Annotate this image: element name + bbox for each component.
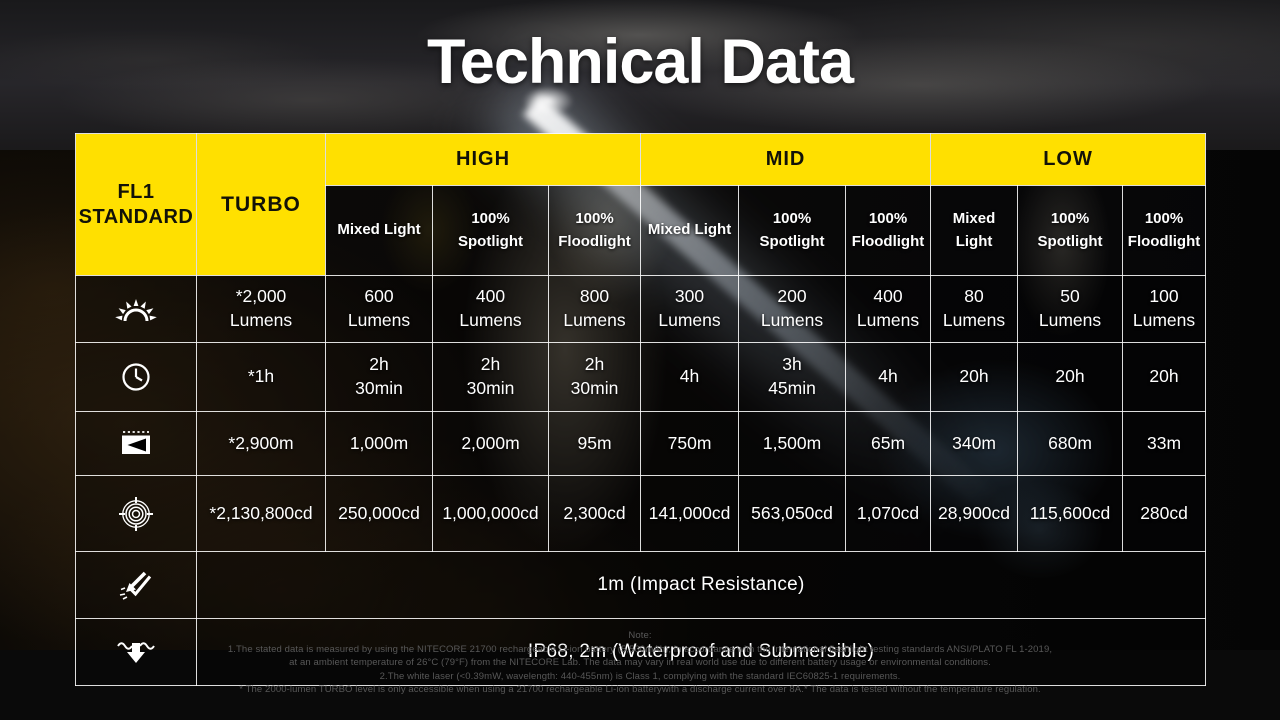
note-heading: Note: <box>628 630 652 641</box>
subheader-high-floodlight: 100% Floodlight <box>547 185 642 276</box>
impact-resistance-value: 1m (Impact Resistance) <box>195 551 1207 619</box>
cell-mid-mixed-distance: 750m <box>640 411 740 476</box>
impact-icon-cell <box>75 551 197 619</box>
cell-turbo-runtime: *1h <box>196 342 326 412</box>
group-header-row: FL1 STANDARD TURBO HIGH MID LOW <box>75 133 1207 276</box>
group-header-low: LOW <box>930 133 1207 186</box>
turbo-header: TURBO <box>196 133 326 276</box>
waterproof-icon <box>117 642 155 663</box>
subheader-high-spotlight: 100% Spotlight <box>432 185 549 276</box>
cell-low-spot-runtime: 20h <box>1017 342 1124 412</box>
cell-low-spot-intensity: 115,600cd <box>1017 475 1124 552</box>
table-row-impact: 1m (Impact Resistance) <box>75 551 1207 619</box>
cell-low-mixed-distance: 340m <box>930 411 1019 476</box>
cell-high-flood-lumens: 800 Lumens <box>547 275 642 343</box>
cell-high-mixed-distance: 1,000m <box>325 411 433 476</box>
cell-turbo-distance: *2,900m <box>196 411 326 476</box>
subheader-mid-mixed: Mixed Light <box>640 185 740 276</box>
cell-low-flood-distance: 33m <box>1122 411 1207 476</box>
beam-distance-icon <box>122 431 150 454</box>
cell-turbo-lumens: *2,000 Lumens <box>196 275 326 343</box>
waterproof-icon-cell <box>75 618 197 686</box>
beam-intensity-icon-cell <box>75 475 197 552</box>
cell-high-spot-distance: 2,000m <box>432 411 549 476</box>
cell-high-mixed-runtime: 2h 30min <box>325 342 433 412</box>
page-title: Technical Data <box>427 27 854 97</box>
runtime-icon-cell <box>75 342 197 412</box>
waterproof-value: IP68, 2m (Waterproof and Submersible) <box>195 618 1207 686</box>
cell-low-spot-distance: 680m <box>1017 411 1124 476</box>
cell-mid-mixed-runtime: 4h <box>640 342 740 412</box>
table-row-runtime: *1h 2h 30min 2h 30min 2h 30min 4h 3h 45m… <box>75 342 1207 412</box>
group-header-mid: MID <box>640 133 932 186</box>
runtime-clock-icon <box>122 363 150 391</box>
cell-high-spot-intensity: 1,000,000cd <box>432 475 549 552</box>
cell-low-flood-runtime: 20h <box>1122 342 1207 412</box>
flashlight-source-flare <box>522 86 574 116</box>
cell-low-mixed-intensity: 28,900cd <box>930 475 1019 552</box>
subheader-low-floodlight: 100% Floodlight <box>1122 185 1207 276</box>
cell-mid-mixed-lumens: 300 Lumens <box>640 275 740 343</box>
footnotes: Note: 1.The stated data is measured by u… <box>0 629 1280 697</box>
cell-turbo-intensity: *2,130,800cd <box>196 475 326 552</box>
cell-mid-spot-runtime: 3h 45min <box>738 342 847 412</box>
note-line-3: 2.The white laser (<0.39mW, wavelength: … <box>379 670 901 682</box>
table-row-waterproof: IP68, 2m (Waterproof and Submersible) <box>75 618 1207 686</box>
table-row-beam-distance: *2,900m 1,000m 2,000m 95m 750m 1,500m 65… <box>75 411 1207 476</box>
cell-mid-spot-intensity: 563,050cd <box>738 475 847 552</box>
subheader-low-mixed: Mixed Light <box>930 185 1019 276</box>
subheader-mid-spotlight: 100% Spotlight <box>738 185 847 276</box>
subheader-row: Mixed Light 100% Spotlight 100% Floodlig… <box>76 185 1207 276</box>
group-header-high: HIGH <box>324 133 642 186</box>
note-line-1: 1.The stated data is measured by using t… <box>227 643 1053 655</box>
cell-high-spot-lumens: 400 Lumens <box>432 275 549 343</box>
table-row-beam-intensity: *2,130,800cd 250,000cd 1,000,000cd 2,300… <box>75 475 1207 552</box>
cell-high-flood-distance: 95m <box>547 411 642 476</box>
technical-data-table: FL1 STANDARD TURBO HIGH MID LOW Mixed Li… <box>75 133 1207 686</box>
cell-low-mixed-runtime: 20h <box>930 342 1019 412</box>
cell-low-mixed-lumens: 80 Lumens <box>930 275 1019 343</box>
beam-intensity-icon <box>119 496 153 531</box>
table-row-brightness: *2,000 Lumens 600 Lumens 400 Lumens 800 … <box>75 275 1207 343</box>
beam-distance-icon-cell <box>75 411 197 476</box>
cell-high-spot-runtime: 2h 30min <box>432 342 549 412</box>
subheader-high-mixed: Mixed Light <box>325 185 433 276</box>
cell-high-flood-intensity: 2,300cd <box>547 475 642 552</box>
cell-low-spot-lumens: 50 Lumens <box>1017 275 1124 343</box>
cell-low-flood-intensity: 280cd <box>1122 475 1207 552</box>
note-line-4: * The 2000-lumen TURBO level is only acc… <box>239 684 1041 695</box>
cell-mid-spot-distance: 1,500m <box>738 411 847 476</box>
note-line-2: at an ambient temperature of 26°C (79°F)… <box>289 657 991 668</box>
cell-mid-flood-runtime: 4h <box>845 342 932 412</box>
cell-mid-mixed-intensity: 141,000cd <box>640 475 740 552</box>
impact-resistance-icon <box>119 571 152 600</box>
fl1-standard-header: FL1 STANDARD <box>75 133 197 276</box>
cell-mid-flood-lumens: 400 Lumens <box>845 275 932 343</box>
subheader-mid-floodlight: 100% Floodlight <box>845 185 932 276</box>
brightness-icon <box>115 299 157 322</box>
cell-mid-flood-distance: 65m <box>845 411 932 476</box>
cell-high-mixed-lumens: 600 Lumens <box>325 275 433 343</box>
subheader-low-spotlight: 100% Spotlight <box>1017 185 1124 276</box>
cell-high-flood-runtime: 2h 30min <box>547 342 642 412</box>
cell-mid-spot-lumens: 200 Lumens <box>738 275 847 343</box>
brightness-icon-cell <box>75 275 197 343</box>
cell-mid-flood-intensity: 1,070cd <box>845 475 932 552</box>
cell-low-flood-lumens: 100 Lumens <box>1122 275 1207 343</box>
cell-high-mixed-intensity: 250,000cd <box>325 475 433 552</box>
